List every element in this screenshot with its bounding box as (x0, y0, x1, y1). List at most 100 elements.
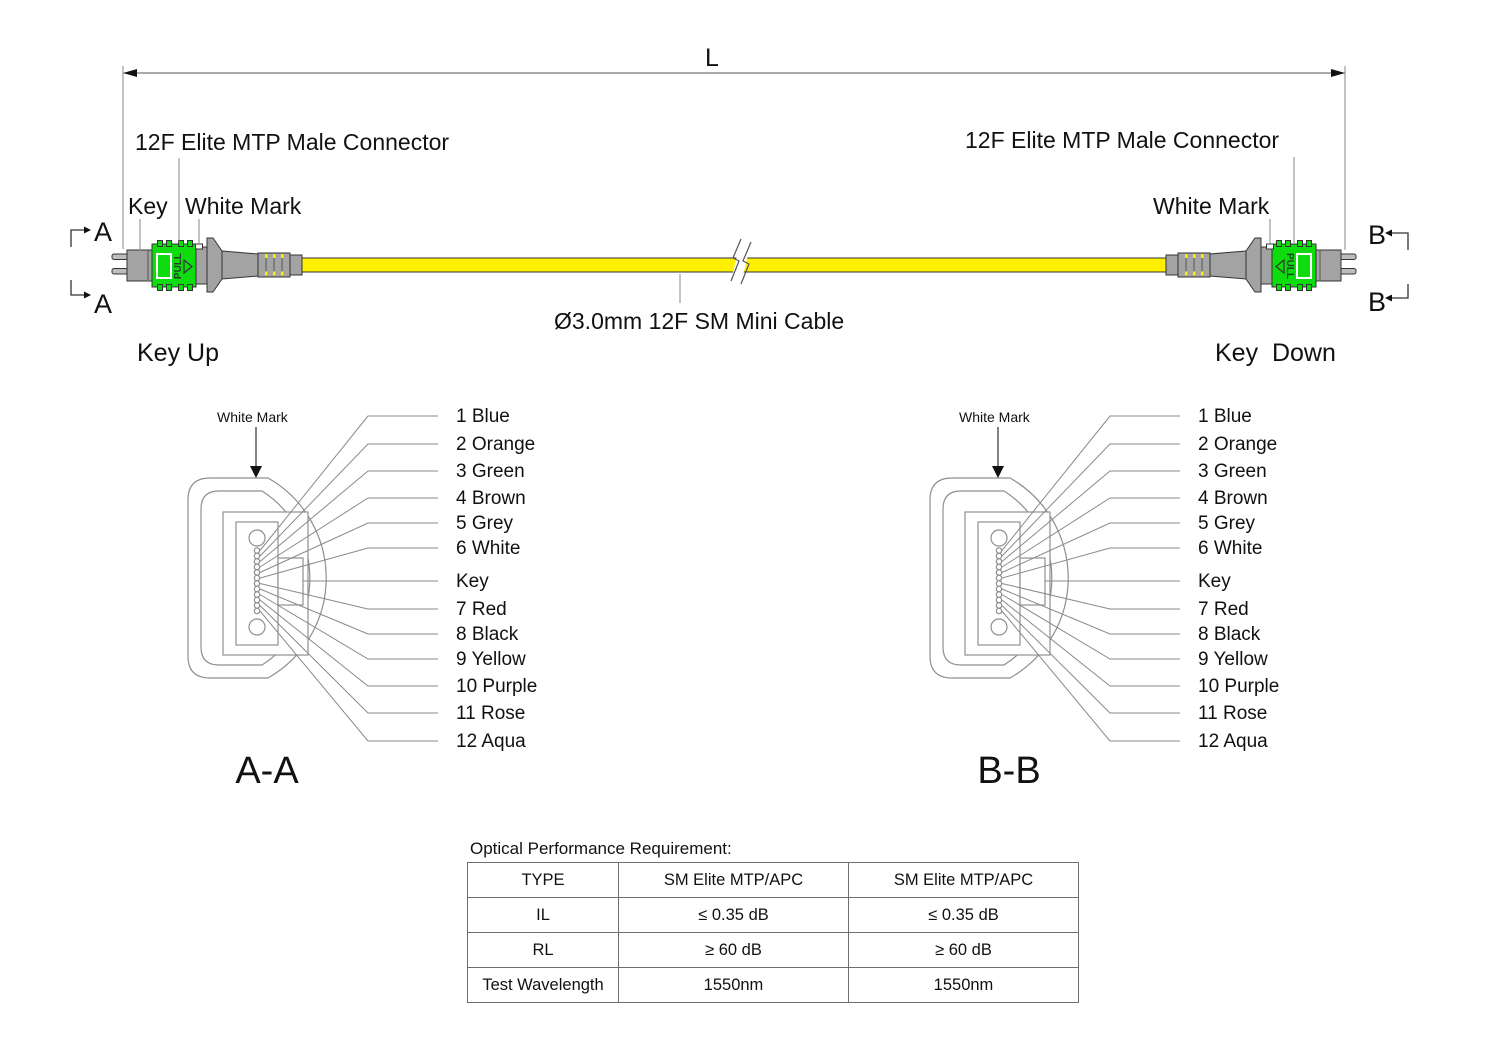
fan-lines-a (259, 415, 438, 742)
table-row: RL ≥ 60 dB ≥ 60 dB (467, 932, 1079, 968)
cable: Ø3.0mm 12F SM Mini Cable (299, 238, 1169, 334)
value-cell: ≥ 60 dB (848, 932, 1079, 968)
fiber-label: 10 Purple (1198, 676, 1279, 697)
fiber-label: 11 Rose (1198, 703, 1267, 724)
boot-end (1165, 254, 1179, 276)
pull-arrow-icon (183, 258, 193, 275)
fiber-label: 2 Orange (1198, 434, 1277, 455)
boot (1209, 250, 1247, 280)
housing (1271, 243, 1317, 288)
fiber-label: 11 Rose (456, 703, 525, 724)
value-cell: ≤ 0.35 dB (618, 897, 849, 933)
face-a: 1 Blue 2 Orange 3 Green 4 Brown 5 Grey 6… (187, 406, 537, 792)
left-connector: PULL (111, 237, 303, 293)
right-connector-label: 12F Elite MTP Male Connector (965, 127, 1279, 153)
fiber-label: 9 Yellow (456, 649, 526, 670)
table-row: Test Wavelength 1550nm 1550nm (467, 967, 1079, 1003)
cable-drawing: L Ø3.0mm 12F SM Mini Cable (70, 44, 1409, 792)
housing-window (156, 253, 172, 279)
fiber-label: 3 Green (456, 461, 525, 482)
section-markers: A A B B (70, 217, 1409, 319)
ferrule (1313, 249, 1342, 282)
fiber-label: 12 Aqua (456, 731, 526, 752)
pull-label: PULL (173, 253, 184, 279)
row-label: IL (467, 897, 619, 933)
boot (221, 250, 259, 280)
face-b: 1 Blue 2 Orange 3 Green 4 Brown 5 Grey 6… (929, 406, 1279, 792)
value-cell: 1550nm (618, 967, 849, 1003)
pull-arrow-icon (1275, 258, 1285, 275)
guide-pin-hole (248, 618, 266, 636)
header-cell: SM Elite MTP/APC (848, 862, 1079, 898)
fiber-label: 7 Red (1198, 599, 1249, 620)
flange (206, 237, 223, 293)
section-a-bottom: A (94, 289, 112, 319)
length-label: L (705, 44, 719, 72)
fiber-label: 3 Green (1198, 461, 1267, 482)
face-a-title: A-A (235, 750, 299, 792)
white-mark-arrow-icon (992, 466, 1004, 478)
fiber-label: 1 Blue (456, 406, 510, 427)
right-connector: PULL (1165, 237, 1357, 293)
right-white-mark-label: White Mark (1153, 193, 1270, 219)
guide-pin (1339, 253, 1357, 260)
collar (1260, 246, 1273, 285)
row-label: RL (467, 932, 619, 968)
section-a-top: A (94, 217, 112, 247)
row-label: Test Wavelength (467, 967, 619, 1003)
cable-break-symbol (730, 238, 752, 285)
header-cell: TYPE (467, 862, 619, 898)
fiber-label: 8 Black (1198, 624, 1261, 645)
section-b-top: B (1368, 220, 1386, 250)
fiber-label: 8 Black (456, 624, 519, 645)
dimension-arrow-right (1331, 69, 1345, 77)
dimension-l: L (122, 44, 1346, 250)
fiber-label: 5 Grey (1198, 513, 1256, 534)
left-white-mark-label: White Mark (185, 193, 302, 219)
cable-label: Ø3.0mm 12F SM Mini Cable (554, 308, 844, 334)
value-cell: ≤ 0.35 dB (848, 897, 1079, 933)
white-mark (1266, 243, 1274, 250)
key-label: Key (128, 193, 168, 219)
fiber-label: 9 Yellow (1198, 649, 1268, 670)
fiber-label: 7 Red (456, 599, 507, 620)
table-row: IL ≤ 0.35 dB ≤ 0.35 dB (467, 897, 1079, 933)
white-mark (195, 243, 203, 250)
optical-performance-table: TYPE SM Elite MTP/APC SM Elite MTP/APC I… (467, 862, 1079, 1003)
fiber-label: 1 Blue (1198, 406, 1252, 427)
collar (195, 246, 208, 285)
fiber-labels-b: 1 Blue 2 Orange 3 Green 4 Brown 5 Grey 6… (1198, 406, 1279, 752)
boot-end (289, 254, 303, 276)
housing-window (1296, 253, 1312, 279)
fiber-labels-a: 1 Blue 2 Orange 3 Green 4 Brown 5 Grey 6… (456, 406, 537, 752)
guide-pin-hole (990, 618, 1008, 636)
guide-pin-hole (990, 529, 1008, 547)
table-title: Optical Performance Requirement: (470, 839, 732, 858)
value-cell: ≥ 60 dB (618, 932, 849, 968)
fiber-label: 2 Orange (456, 434, 535, 455)
fiber-label: 12 Aqua (1198, 731, 1268, 752)
fiber-label: Key (456, 571, 489, 592)
face-a-white-mark-label: White Mark (217, 409, 289, 425)
housing (151, 243, 197, 288)
fiber-label: 6 White (1198, 538, 1262, 559)
header-cell: SM Elite MTP/APC (618, 862, 849, 898)
flange (1245, 237, 1262, 293)
fiber-label: 4 Brown (456, 488, 526, 509)
left-connector-label: 12F Elite MTP Male Connector (135, 129, 449, 155)
dimension-arrow-left (123, 69, 137, 77)
callouts: 12F Elite MTP Male Connector 12F Elite M… (128, 127, 1336, 367)
fiber-holes (253, 547, 261, 615)
key-down-label: Key Down (1215, 339, 1336, 367)
key-up-label: Key Up (137, 339, 219, 367)
pull-label: PULL (1284, 253, 1295, 279)
face-b-white-mark-label: White Mark (959, 409, 1031, 425)
guide-pin-hole (248, 529, 266, 547)
guide-pin (1339, 268, 1357, 275)
fiber-label: 5 Grey (456, 513, 514, 534)
table-header-row: TYPE SM Elite MTP/APC SM Elite MTP/APC (467, 862, 1079, 898)
fiber-label: 6 White (456, 538, 520, 559)
ferrule (126, 249, 155, 282)
white-mark-arrow-icon (250, 466, 262, 478)
